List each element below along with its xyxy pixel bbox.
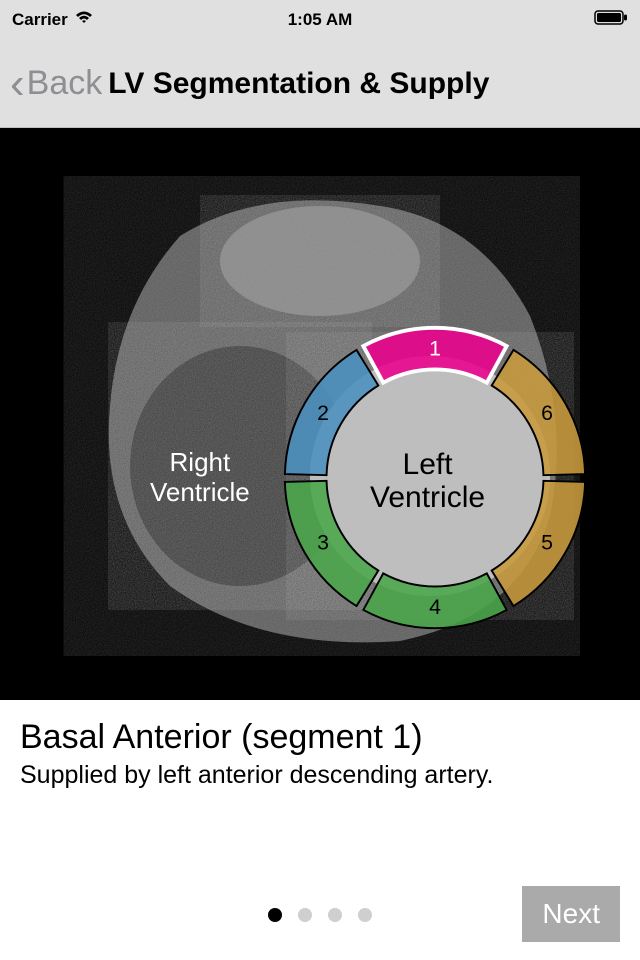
nav-bar: ‹ Back LV Segmentation & Supply — [0, 40, 640, 128]
next-label: Next — [542, 898, 600, 929]
page-dot-3[interactable] — [358, 908, 372, 922]
segment-number-5: 5 — [541, 530, 553, 554]
back-label: Back — [27, 64, 103, 103]
chevron-left-icon: ‹ — [10, 62, 25, 106]
diagram-area: 1 6 5 4 3 2 RightVentricle LeftVentricle — [0, 128, 640, 700]
right-ventricle-label: RightVentricle — [150, 448, 250, 508]
battery-icon — [594, 10, 628, 30]
segment-3[interactable] — [285, 481, 378, 606]
segment-number-4: 4 — [429, 595, 441, 619]
wifi-icon — [74, 10, 94, 30]
segment-6[interactable] — [492, 350, 585, 475]
status-left: Carrier — [12, 10, 94, 30]
left-ventricle-label: LeftVentricle — [370, 448, 485, 514]
segment-number-2: 2 — [317, 401, 329, 425]
segment-number-1: 1 — [429, 336, 441, 360]
carrier-label: Carrier — [12, 10, 68, 30]
segment-number-3: 3 — [317, 530, 329, 554]
next-button[interactable]: Next — [522, 886, 620, 942]
content-area: Basal Anterior (segment 1) Supplied by l… — [0, 700, 640, 790]
segment-number-6: 6 — [541, 401, 553, 425]
page-indicator[interactable] — [268, 908, 372, 922]
segment-5[interactable] — [492, 481, 585, 606]
page-dot-2[interactable] — [328, 908, 342, 922]
status-bar: Carrier 1:05 AM — [0, 0, 640, 40]
page-dot-0[interactable] — [268, 908, 282, 922]
back-button[interactable]: ‹ Back — [10, 62, 102, 106]
page-title: LV Segmentation & Supply — [108, 67, 489, 101]
segment-description: Supplied by left anterior descending art… — [20, 761, 620, 790]
segment-2[interactable] — [285, 350, 378, 475]
status-time: 1:05 AM — [288, 10, 353, 30]
segment-title: Basal Anterior (segment 1) — [20, 718, 620, 757]
page-dot-1[interactable] — [298, 908, 312, 922]
